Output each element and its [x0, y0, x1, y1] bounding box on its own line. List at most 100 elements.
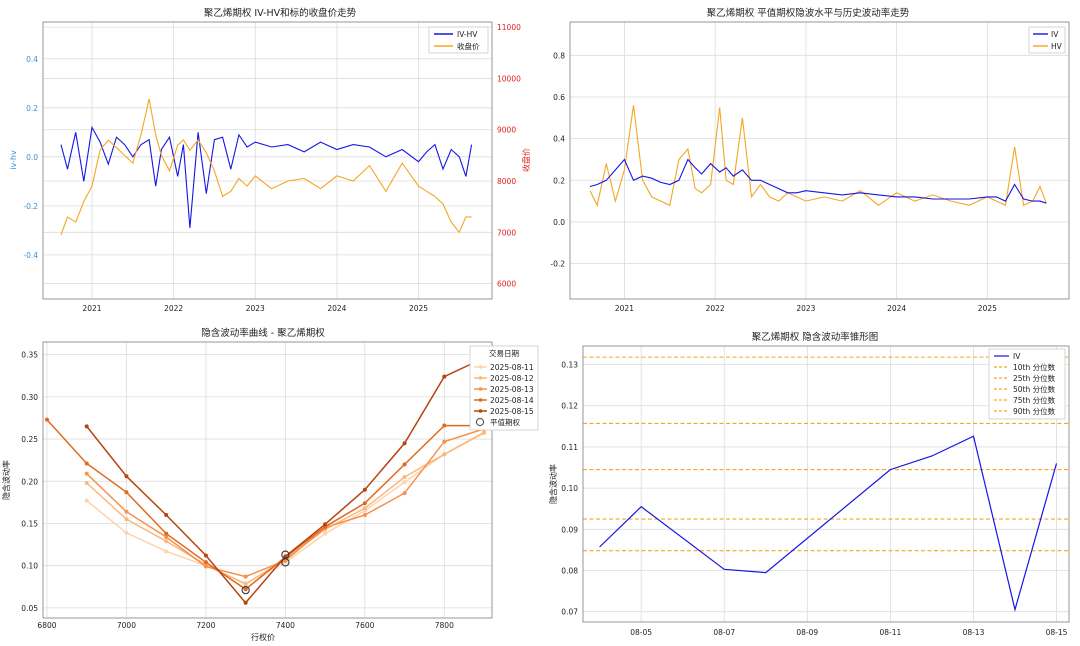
y-tick-label: 0.35	[21, 351, 38, 360]
y-axis-label: 隐含波动率	[1, 460, 11, 500]
legend-label: 2025-08-15	[490, 407, 534, 416]
data-point	[164, 549, 169, 554]
iv-smile-chart: 隐含波动率曲线 - 聚乙烯期权 6800 7000 7200 7400 7600 7800…	[1, 327, 539, 642]
x-tick-label: 2023	[246, 304, 265, 313]
data-point	[442, 452, 447, 457]
data-point	[243, 582, 248, 587]
y-tick-label: 0.10	[21, 562, 38, 571]
x-tick-label: 08-05	[630, 628, 652, 637]
plot-frame	[569, 21, 1070, 300]
y2-tick-label: 7000	[497, 228, 516, 237]
legend-label: 2025-08-12	[490, 374, 534, 383]
y-tick-label: 0.0	[26, 153, 38, 162]
legend-label-hv: HV	[1051, 42, 1063, 51]
data-point	[283, 554, 288, 559]
y-tick-label: 0.4	[26, 55, 38, 64]
legend: IV HV	[1028, 26, 1066, 54]
legend-label: IV	[1013, 352, 1021, 361]
y-tick-label: 0.20	[21, 477, 38, 486]
x-tick-label: 6800	[37, 621, 56, 630]
data-point	[442, 374, 447, 379]
series-line-ivhv	[60, 125, 473, 228]
series-line-price	[60, 98, 472, 236]
atm-marker	[281, 558, 290, 567]
series-line-2025-08-14	[46, 419, 485, 591]
legend-marker	[478, 387, 483, 391]
y2-tick-label: 6000	[497, 280, 516, 289]
x-tick-label: 08-11	[879, 628, 901, 637]
x-tick-label: 2022	[164, 304, 183, 313]
y-axis-label: iv-hv	[9, 150, 18, 170]
x-tick-label: 08-09	[796, 628, 818, 637]
legend-label: 50th 分位数	[1013, 384, 1056, 394]
x-tick-label: 7400	[276, 621, 295, 630]
x-tick-label: 2024	[327, 304, 346, 313]
y-tick-label: -0.4	[23, 251, 38, 260]
x-tick-label: 2021	[82, 304, 101, 313]
legend-label: 2025-08-11	[490, 363, 534, 372]
y-tick-label: 0.05	[21, 604, 38, 613]
data-point	[402, 475, 407, 480]
plot-frame	[582, 345, 1070, 623]
y-tick-label: 0.30	[21, 393, 38, 402]
data-point	[243, 574, 248, 579]
legend-label: 25th 分位数	[1013, 373, 1056, 383]
y-axis-label: 隐含波动率	[548, 464, 558, 504]
y-tick-label: 0.15	[21, 519, 38, 528]
plot-frame	[42, 341, 493, 619]
y-tick-label: 0.12	[561, 402, 578, 411]
legend-label-atm: 平值期权	[490, 417, 520, 427]
x-tick-label: 7200	[196, 621, 215, 630]
data-point	[402, 491, 407, 496]
y2-axis-label: 收盘价	[521, 148, 531, 172]
y-tick-label: 0.08	[561, 567, 578, 576]
x-tick-label: 2022	[706, 304, 725, 313]
data-point	[402, 441, 407, 446]
atm-marker	[241, 585, 250, 595]
iv-cone-chart: 聚乙烯期权 隐含波动率锥形图 08-05 08-07 08-09 08-11 08-13…	[548, 331, 1070, 637]
data-point	[402, 462, 407, 467]
legend-label-price: 收盘价	[457, 41, 480, 51]
x-tick-label: 2024	[887, 304, 906, 313]
y-tick-label: 0.2	[26, 104, 38, 113]
y-tick-label: 0.10	[561, 484, 578, 493]
y-tick-label: -0.2	[23, 202, 38, 211]
data-point	[84, 498, 89, 503]
series-line-iv	[589, 158, 1047, 204]
x-axis-label: 行权价	[251, 632, 275, 642]
legend-label: 10th 分位数	[1013, 362, 1056, 372]
y-tick-label: 0.11	[561, 443, 578, 452]
x-tick-label: 2025	[409, 304, 428, 313]
plot-frame	[42, 21, 493, 300]
data-point	[402, 480, 407, 485]
chart-title: 聚乙烯期权 隐含波动率锥形图	[752, 331, 879, 343]
data-point	[164, 513, 169, 518]
legend-marker	[478, 398, 483, 402]
atm-iv-vs-hv-chart: 聚乙烯期权 平值期权隐波水平与历史波动率走势 2021 2022 2023 2024 2…	[550, 7, 1070, 313]
y2-tick-label: 10000	[497, 74, 521, 83]
y-tick-label: 0.8	[553, 51, 565, 60]
legend-label: 75th 分位数	[1013, 395, 1056, 405]
legend-label: 2025-08-13	[490, 385, 534, 394]
y2-tick-label: 9000	[497, 126, 516, 135]
y-tick-label: 0.4	[553, 135, 565, 144]
series-line-iv	[599, 435, 1058, 612]
chart-title: 聚乙烯期权 平值期权隐波水平与历史波动率走势	[707, 7, 910, 19]
y-tick-label: 0.0	[553, 218, 565, 227]
x-tick-label: 7000	[117, 621, 136, 630]
y-tick-label: 0.07	[561, 608, 578, 617]
legend-marker-atm	[475, 417, 485, 427]
chart-title: 聚乙烯期权 IV-HV和标的收盘价走势	[204, 7, 357, 19]
data-point	[203, 564, 208, 569]
x-tick-label: 7600	[355, 621, 374, 630]
data-point	[84, 480, 89, 485]
y-tick-label: 0.25	[21, 435, 38, 444]
y-tick-label: 0.2	[553, 176, 565, 185]
data-point	[482, 430, 487, 435]
data-point	[362, 506, 367, 511]
data-point	[124, 490, 129, 495]
data-point	[124, 474, 129, 479]
x-tick-label: 08-13	[963, 628, 985, 637]
